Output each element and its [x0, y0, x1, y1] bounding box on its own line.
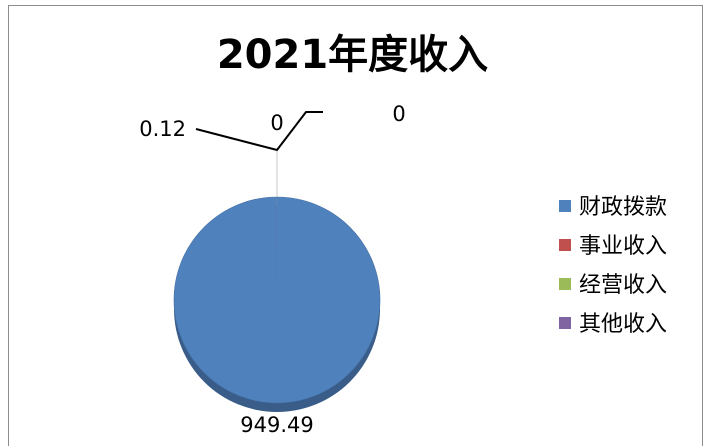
chart-title: 2021年度收入 — [216, 32, 489, 78]
legend-label-3: 经营收入 — [579, 273, 667, 298]
data-label-3: 0 — [270, 111, 283, 135]
legend-label-1: 财政拨款 — [579, 195, 667, 220]
legend-swatch-1 — [559, 200, 571, 212]
data-label-1: 949.49 — [240, 413, 313, 437]
legend-swatch-2 — [559, 239, 571, 251]
data-label-4: 0 — [392, 102, 405, 126]
legend-label-2: 事业收入 — [579, 234, 667, 259]
pie-slice-1 — [173, 197, 380, 403]
leader-line-small-slices — [195, 111, 323, 152]
legend-swatch-3 — [559, 278, 571, 290]
data-label-2: 0.12 — [139, 117, 186, 141]
legend-swatch-4 — [559, 317, 571, 329]
legend-label-4: 其他收入 — [579, 312, 667, 337]
